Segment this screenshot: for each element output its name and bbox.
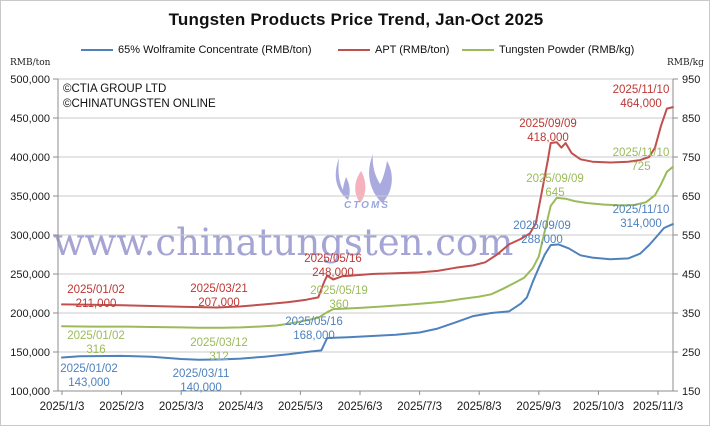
- right-axis-unit-label: RMB/kg: [667, 58, 704, 68]
- x-axis-tick-label: 2025/5/3: [278, 401, 323, 413]
- copyright-line-1: ©CTIA GROUP LTD: [63, 83, 167, 95]
- annotation-value: 248,000: [312, 267, 354, 279]
- x-axis-tick-label: 2025/10/3: [573, 401, 624, 413]
- annotation-value: 207,000: [198, 297, 240, 309]
- chinatungsten-logo: [335, 154, 392, 203]
- annotation-date: 2025/09/09: [519, 118, 577, 130]
- annotation-value: 316: [86, 344, 105, 356]
- x-axis-tick-label: 2025/11/3: [633, 401, 683, 413]
- left-axis-tick-label: 150,000: [10, 347, 50, 359]
- right-axis-tick-label: 750: [682, 152, 700, 164]
- annotation-value: 464,000: [620, 98, 662, 110]
- annotation-value: 645: [545, 187, 564, 199]
- annotation-value: 140,000: [180, 382, 222, 394]
- right-axis-tick-label: 150: [682, 386, 700, 398]
- annotation-value: 725: [631, 161, 650, 173]
- left-axis-tick-label: 250,000: [10, 269, 50, 281]
- annotation-value: 314,000: [620, 218, 662, 230]
- annotation-date: 2025/09/09: [526, 173, 584, 185]
- right-axis-tick-label: 850: [682, 113, 700, 125]
- annotation-value: 360: [329, 299, 348, 311]
- annotation-date: 2025/05/16: [285, 316, 343, 328]
- annotation-date: 2025/11/10: [613, 147, 670, 159]
- legend-label-wolframite: 65% Wolframite Concentrate (RMB/ton): [118, 44, 312, 56]
- legend-label-apt: APT (RMB/ton): [375, 44, 450, 56]
- chart-title: Tungsten Products Price Trend, Jan-Oct 2…: [168, 10, 544, 29]
- left-axis-tick-label: 350,000: [10, 191, 50, 203]
- logo-ctoms-text: CTOMS: [344, 200, 390, 211]
- logo-middle-flame: [355, 171, 366, 203]
- x-axis-tick-label: 2025/6/3: [338, 401, 383, 413]
- annotation-date: 2025/11/10: [613, 84, 670, 96]
- x-axis-tick-label: 2025/4/3: [218, 401, 263, 413]
- annotation-value: 143,000: [68, 377, 110, 389]
- left-axis-tick-label: 300,000: [10, 230, 50, 242]
- annotation-value: 418,000: [527, 132, 569, 144]
- legend-item-powder: Tungsten Powder (RMB/kg): [462, 43, 634, 57]
- x-axis-tick-label: 2025/8/3: [457, 401, 502, 413]
- x-axis-tick-label: 2025/3/3: [159, 401, 204, 413]
- left-axis-tick-label: 200,000: [10, 308, 50, 320]
- copyright-line-2: ©CHINATUNGSTEN ONLINE: [63, 98, 216, 110]
- right-axis-tick-label: 550: [682, 230, 700, 242]
- x-axis-tick-label: 2025/2/3: [99, 401, 144, 413]
- x-axis-tick-label: 2025/1/3: [40, 401, 85, 413]
- left-axis-tick-label: 400,000: [10, 152, 50, 164]
- x-axis-tick-label: 2025/9/3: [516, 401, 561, 413]
- legend-item-apt: APT (RMB/ton): [338, 43, 449, 57]
- annotation-value: 312: [209, 351, 228, 363]
- copyright-block: ©CTIA GROUP LTD ©CHINATUNGSTEN ONLINE: [63, 82, 216, 112]
- legend-line-swatch-powder: [462, 49, 494, 51]
- left-axis-tick-label: 500,000: [10, 74, 50, 86]
- annotation-value: 168,000: [293, 330, 335, 342]
- legend-item-wolframite: 65% Wolframite Concentrate (RMB/ton): [81, 43, 312, 57]
- annotation-date: 2025/11/10: [613, 204, 670, 216]
- right-axis-tick-label: 950: [682, 74, 700, 86]
- right-axis-tick-label: 450: [682, 269, 700, 281]
- right-axis-tick-label: 650: [682, 191, 700, 203]
- right-axis-tick-label: 350: [682, 308, 700, 320]
- x-axis-tick-label: 2025/7/3: [397, 401, 442, 413]
- annotation-date: 2025/01/02: [67, 330, 125, 342]
- legend-label-powder: Tungsten Powder (RMB/kg): [499, 44, 635, 56]
- annotation-date: 2025/05/16: [304, 253, 362, 265]
- left-axis-tick-label: 100,000: [10, 386, 50, 398]
- right-axis-tick-label: 250: [682, 347, 700, 359]
- legend-line-swatch-wolframite: [81, 49, 113, 51]
- annotation-value: 288,000: [521, 234, 563, 246]
- annotation-value: 211,000: [76, 298, 117, 310]
- annotation-date: 2025/03/12: [190, 337, 248, 349]
- annotation-date: 2025/01/02: [67, 284, 125, 296]
- legend-line-swatch-apt: [338, 49, 370, 51]
- logo-left-flame: [335, 158, 350, 200]
- annotation-date: 2025/01/02: [60, 363, 118, 375]
- logo-right-flame: [369, 154, 392, 203]
- left-axis-tick-label: 450,000: [10, 113, 50, 125]
- annotation-date: 2025/03/11: [173, 368, 230, 380]
- watermark-url-text: www.chinatungsten.com: [53, 221, 514, 264]
- annotation-date: 2025/05/19: [310, 285, 368, 297]
- annotation-date: 2025/03/21: [190, 283, 248, 295]
- annotation-date: 2025/09/09: [513, 220, 571, 232]
- series-line-apt: [61, 106, 674, 309]
- series-line-tungsten-powder: [61, 165, 674, 329]
- series-line-wolframite-concentrate: [61, 223, 674, 361]
- left-axis-unit-label: RMB/ton: [10, 58, 51, 68]
